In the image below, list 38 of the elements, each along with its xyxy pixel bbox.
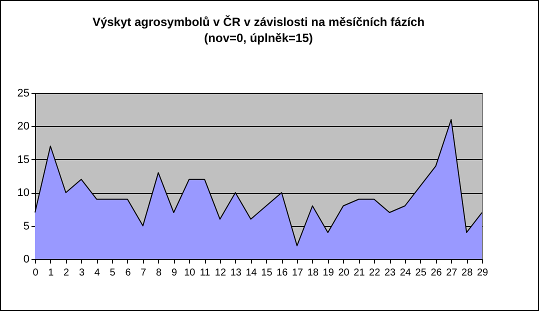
y-tick-label: 5 bbox=[23, 220, 30, 232]
x-tick-label: 1 bbox=[48, 268, 54, 278]
x-tick-label: 9 bbox=[171, 268, 178, 278]
x-tick-label: 6 bbox=[125, 268, 132, 278]
x-tick-label: 0 bbox=[32, 268, 39, 278]
x-tick-label: 10 bbox=[184, 268, 196, 278]
x-tick-label: 20 bbox=[338, 268, 350, 278]
y-tick-label: 20 bbox=[17, 120, 30, 133]
x-tick-label: 2 bbox=[64, 268, 70, 278]
x-tick-label: 29 bbox=[476, 268, 488, 278]
x-tick-label: 7 bbox=[140, 268, 147, 278]
x-tick-label: 14 bbox=[246, 268, 258, 278]
x-tick-label: 22 bbox=[369, 268, 381, 278]
x-tick-label: 8 bbox=[156, 268, 162, 278]
x-tick-label: 28 bbox=[462, 268, 474, 278]
y-tick-label: 0 bbox=[23, 254, 30, 266]
x-tick-label: 21 bbox=[354, 268, 366, 278]
y-tick-label: 15 bbox=[17, 154, 30, 166]
x-tick-label: 19 bbox=[322, 268, 334, 278]
x-tick-label: 11 bbox=[200, 268, 211, 278]
y-tick-label: 25 bbox=[17, 88, 30, 100]
x-tick-label: 5 bbox=[110, 268, 116, 278]
x-tick-label: 15 bbox=[261, 268, 273, 278]
x-tick-label: 27 bbox=[446, 268, 458, 278]
x-tick-label: 3 bbox=[78, 268, 85, 278]
x-tick-label: 25 bbox=[415, 268, 427, 278]
x-tick-label: 17 bbox=[292, 268, 304, 278]
x-tick-label: 18 bbox=[307, 268, 319, 278]
chart-subtitle: (nov=0, úplněk=15) bbox=[204, 31, 313, 45]
x-tick-label: 13 bbox=[230, 268, 242, 278]
x-tick-label: 23 bbox=[384, 268, 396, 278]
chart-title: Výskyt agrosymbolů v ČR v závislosti na měsíčních fázích bbox=[92, 15, 425, 29]
x-tick-label: 4 bbox=[94, 268, 100, 278]
x-tick-label: 12 bbox=[214, 268, 226, 278]
x-tick-label: 24 bbox=[400, 268, 412, 278]
y-tick-label: 10 bbox=[17, 187, 30, 200]
x-tick-label: 26 bbox=[430, 268, 442, 278]
x-tick-label: 16 bbox=[276, 268, 288, 278]
